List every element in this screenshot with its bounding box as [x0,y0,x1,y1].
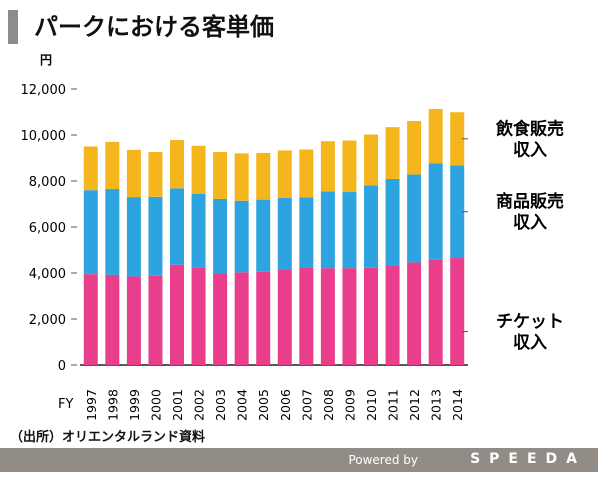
ticket-revenue-bar-segment [105,274,120,365]
food-revenue-bar-segment [320,141,335,192]
x-tick-label: 2004 [235,389,250,421]
food-revenue-bar-segment [385,127,400,179]
source-note: （出所）オリエンタルランド資料 [10,430,206,445]
ticket-revenue-bar-segment [148,275,163,365]
x-tick-label: 1999 [127,389,142,421]
food-revenue-label: 飲食販売 [495,118,564,139]
merchandise-revenue-bar-segment [364,185,378,268]
merchandise-revenue-bar-segment [428,163,443,260]
food-revenue-bar-segment [170,140,184,189]
merchandise-revenue-bar-segment [299,197,314,268]
merchandise-revenue-bar-segment [148,196,163,276]
x-axis-label: FY [58,397,73,412]
merchandise-revenue-bar-segment [170,188,184,265]
food-revenue-bar-segment [234,153,249,201]
food-revenue-bar-segment [407,120,422,175]
ticket-revenue-bar-segment [299,267,314,365]
ticket-revenue-bar-segment [213,273,228,365]
x-tick-label: 2003 [213,389,228,421]
title-accent-bar [8,10,18,44]
merchandise-revenue-label: 収入 [513,213,547,233]
x-tick-label: 2010 [364,389,379,421]
food-revenue-bar-segment [450,112,465,166]
footer-bar: Powered by SPEEDA [0,448,598,472]
ticket-revenue-label: 収入 [513,333,547,353]
ticket-revenue-bar-segment [364,267,378,365]
food-revenue-bar-segment [364,134,378,186]
ticket-revenue-bar-segment [407,262,422,365]
merchandise-revenue-bar-segment [256,199,271,272]
merchandise-revenue-bar-segment [407,174,422,263]
ticket-revenue-bar-segment [83,274,98,365]
food-revenue-bar-segment [191,145,206,194]
merchandise-revenue-bar-segment [320,191,335,269]
stacked-bar-chart: 円 0 2,000 4,000 6,000 8,000 10,000 12,000 1997 19… [21,53,565,421]
x-tick-label: 1998 [105,389,120,421]
food-revenue-bar-segment [299,149,314,198]
ticket-revenue-bar-segment [277,270,292,365]
y-tick-label: 4,000 [29,267,66,282]
ticket-revenue-bar-segment [320,268,335,365]
merchandise-revenue-bar-segment [191,193,206,268]
merchandise-revenue-label: 商品販売 [496,191,564,212]
y-tick-label: 8,000 [29,175,66,190]
food-revenue-bar-segment [428,109,443,164]
x-tick-label: 2006 [278,389,293,421]
ticket-revenue-bar-segment [234,272,249,365]
y-tick-label: 12,000 [21,83,67,98]
x-tick-label: 2014 [450,389,465,421]
merchandise-revenue-bar-segment [234,200,249,273]
food-revenue-bar-segment [213,152,228,199]
ticket-revenue-bar-segment [170,264,184,365]
ticket-revenue-bar-segment [385,265,400,365]
food-revenue-bar-segment [148,152,163,197]
merchandise-revenue-bar-segment [126,197,141,277]
merchandise-revenue-bar-segment [105,189,120,275]
food-revenue-bar-segment [342,140,357,193]
merchandise-revenue-bar-segment [83,190,98,275]
speeda-logo: SPEEDA [470,451,586,467]
merchandise-revenue-bar-segment [213,198,228,274]
powered-by-text: Powered by [348,453,418,467]
x-tick-label: 2002 [192,389,207,421]
x-tick-label: 1997 [84,389,99,421]
ticket-revenue-bar-segment [428,259,443,365]
food-revenue-label: 収入 [513,140,547,160]
ticket-revenue-label: チケット [496,312,564,332]
x-tick-label: 2012 [407,389,422,421]
page-title: パークにおける客単価 [34,13,274,41]
merchandise-revenue-bar-segment [385,178,400,266]
merchandise-revenue-bar-segment [277,198,292,271]
x-tick-label: 2013 [429,389,444,421]
ticket-revenue-bar-segment [191,267,206,365]
x-tick-label: 2008 [321,389,336,421]
x-tick-label: 2011 [386,389,401,421]
y-tick-label: 10,000 [21,129,67,144]
x-tick-label: 2007 [299,389,314,421]
food-revenue-bar-segment [126,149,141,198]
merchandise-revenue-bar-segment [450,165,465,259]
ticket-revenue-bar-segment [256,271,271,365]
ticket-revenue-bar-segment [342,268,357,365]
ticket-revenue-bar-segment [126,276,141,365]
x-tick-label: 2009 [342,389,357,421]
y-tick-label: 0 [58,359,66,374]
ticket-revenue-bar-segment [450,258,465,365]
food-revenue-bar-segment [256,152,271,200]
x-tick-label: 2005 [256,389,271,421]
merchandise-revenue-bar-segment [342,192,357,269]
food-revenue-bar-segment [105,141,120,190]
x-tick-label: 2000 [148,389,163,421]
food-revenue-bar-segment [83,146,98,191]
food-revenue-bar-segment [277,150,292,199]
y-tick-label: 2,000 [29,313,66,328]
y-axis-unit-label: 円 [40,53,52,67]
x-tick-label: 2001 [170,389,185,421]
y-tick-label: 6,000 [29,221,66,236]
